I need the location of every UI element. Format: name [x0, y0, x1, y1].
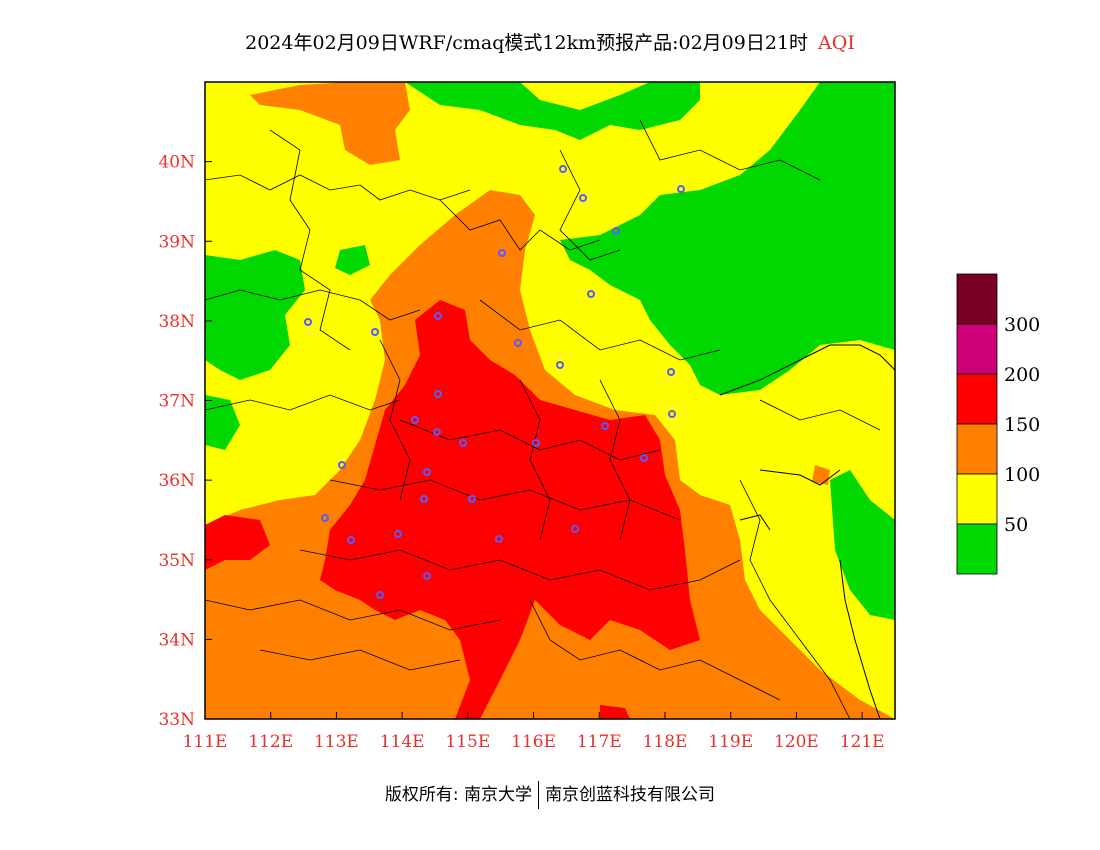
lon-tick-label: 115E	[445, 732, 490, 752]
legend-swatch	[956, 523, 998, 575]
lon-tick-label: 112E	[248, 732, 293, 752]
lat-tick-label: 33N	[158, 710, 195, 730]
longitude-axis: 111E 112E 113E 114E 115E 116E 117E 118E 119E 120E…	[183, 712, 885, 752]
legend-label: 50	[1004, 514, 1028, 536]
field-red-core	[320, 300, 700, 719]
field-green-blob	[335, 245, 370, 275]
field-green-southeast	[830, 470, 895, 620]
lon-tick-label: 116E	[511, 732, 556, 752]
coastline	[719, 344, 895, 719]
lat-tick-label: 40N	[158, 153, 195, 173]
footer-copyright: 版权所有: 南京大学	[384, 785, 533, 805]
legend-swatch	[956, 373, 998, 425]
field-red-west	[205, 515, 270, 570]
lon-tick-label: 121E	[840, 732, 885, 752]
footer-company: 南京创蓝科技有限公司	[545, 785, 716, 805]
legend-label: 150	[1004, 414, 1040, 436]
aqi-field	[205, 82, 895, 719]
lon-tick-label: 114E	[380, 732, 425, 752]
latitude-axis: 33N 34N 35N 36N 37N 38N 39N 40N	[158, 153, 212, 730]
legend-swatch	[956, 423, 998, 475]
lat-tick-label: 35N	[158, 551, 195, 571]
lat-tick-label: 34N	[158, 630, 195, 650]
lon-tick-label: 118E	[643, 732, 688, 752]
legend-label: 200	[1004, 364, 1040, 386]
lon-tick-label: 120E	[774, 732, 819, 752]
legend-swatch	[956, 323, 998, 375]
legend-swatch	[956, 273, 998, 325]
aqi-legend: 300 200 150 100 50	[956, 273, 1040, 575]
field-orange-north	[250, 82, 410, 165]
lat-tick-label: 38N	[158, 312, 195, 332]
footer: 版权所有: 南京大学 南京创蓝科技有限公司	[0, 780, 1100, 809]
lon-tick-label: 113E	[314, 732, 359, 752]
legend-swatch	[956, 473, 998, 525]
lon-tick-label: 111E	[183, 732, 228, 752]
lon-tick-label: 117E	[577, 732, 622, 752]
footer-separator	[538, 781, 540, 809]
legend-label: 300	[1004, 314, 1040, 336]
field-green-north	[405, 82, 700, 140]
lon-tick-label: 119E	[708, 732, 753, 752]
lat-tick-label: 39N	[158, 232, 195, 252]
map-title: 2024年02月09日WRF/cmaq模式12km预报产品:02月09日21时 A…	[0, 28, 1100, 55]
field-green-west-low	[205, 395, 240, 450]
field-green-northeast	[560, 82, 895, 395]
legend-label: 100	[1004, 464, 1040, 486]
station-markers	[304, 165, 685, 599]
field-red-south	[600, 705, 630, 719]
title-variable: AQI	[818, 32, 855, 54]
field-orange-patch	[812, 465, 830, 485]
field-green-west	[205, 250, 305, 380]
title-main: 2024年02月09日WRF/cmaq模式12km预报产品:02月09日21时	[245, 32, 809, 54]
admin-boundaries	[205, 119, 881, 719]
lat-tick-label: 37N	[158, 392, 195, 412]
lat-tick-label: 36N	[158, 471, 195, 491]
